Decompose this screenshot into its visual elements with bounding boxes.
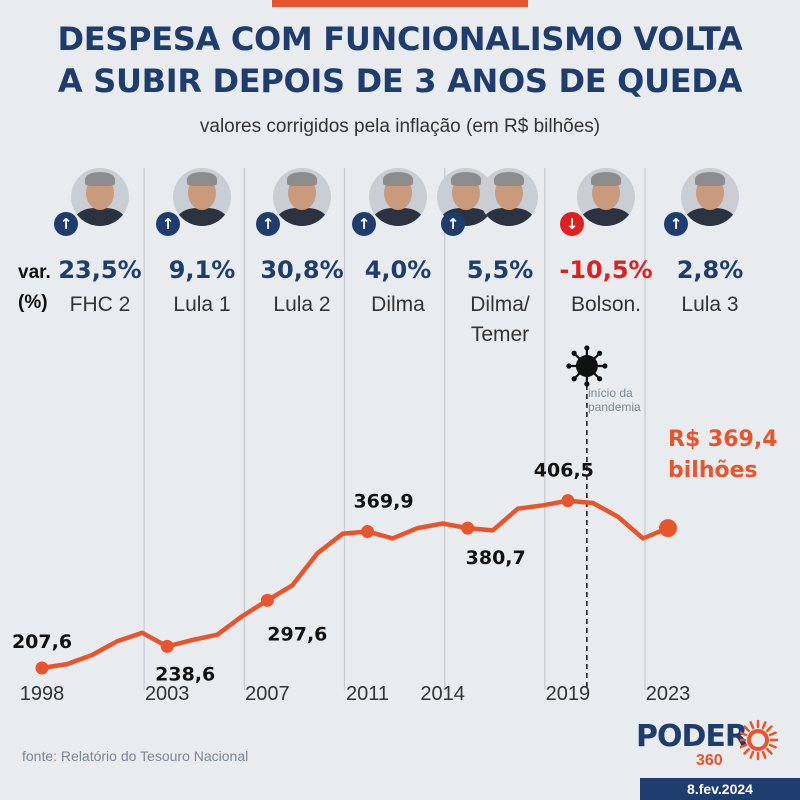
data-label-2003: 238,6 — [155, 663, 215, 685]
sun-logo-icon — [740, 719, 779, 761]
data-label-2019: 406,5 — [534, 460, 594, 482]
x-tick-2014: 2014 — [420, 683, 465, 705]
mandate-label: FHC 2 — [45, 290, 155, 320]
avatar-group: ↑ — [655, 168, 765, 236]
x-tick-2007: 2007 — [245, 683, 290, 705]
data-label-2011: 369,9 — [353, 491, 413, 513]
data-point-2019 — [561, 494, 575, 508]
x-axis-ticks: 1998 2003 2007 2011 2014 2019 2023 — [20, 683, 691, 705]
data-label-2015: 380,7 — [466, 547, 526, 569]
variation-percent: 4,0% — [364, 256, 432, 284]
arrow-up-icon: ↑ — [156, 212, 180, 236]
mandate-label: Lula 2 — [247, 290, 357, 320]
pandemic-note: início da pandemia — [588, 386, 641, 414]
mandate-column-6: ↓ -10,5% Bolson. — [551, 168, 661, 316]
mandate-column-5: ↑ 5,5% Dilma/Temer — [437, 168, 555, 346]
arrow-down-icon: ↓ — [560, 212, 584, 236]
avatar-group: ↓ — [551, 168, 661, 236]
avatar — [577, 168, 635, 226]
mandate-label-line-1: Lula 1 — [173, 293, 231, 316]
data-label-2007: 297,6 — [267, 623, 327, 645]
mandate-label-line-1: Dilma — [371, 293, 425, 316]
arrow-up-icon: ↑ — [664, 212, 688, 236]
source-note: fonte: Relatório do Tesouro Nacional — [22, 748, 249, 764]
mandate-column-4: ↑ 4,0% Dilma — [343, 168, 453, 316]
series-line-despesa — [39, 498, 671, 671]
mandate-divider-lines — [143, 168, 646, 690]
data-point-final — [659, 519, 677, 538]
brand-logo: PODER 360 — [636, 719, 779, 769]
avatar-group: ↑ — [147, 168, 257, 236]
mandate-label: Lula 3 — [655, 290, 765, 320]
mandate-label-line-1: FHC 2 — [69, 293, 131, 316]
data-point-2007 — [260, 593, 274, 607]
brand-name: PODER — [636, 719, 748, 754]
mandate-label: Dilma — [343, 290, 453, 320]
avatar — [173, 168, 231, 226]
variation-percent: -10,5% — [559, 256, 653, 284]
chart-title: DESPESA COM FUNCIONALISMO VOLTA A SUBIR … — [0, 18, 800, 102]
final-value-unit: bilhões — [668, 458, 758, 483]
mandate-label-line-1: Bolson. — [570, 293, 642, 316]
variation-label-unit: (%) — [18, 292, 48, 313]
arrow-up-icon: ↑ — [256, 212, 280, 236]
arrow-up-icon: ↑ — [441, 212, 465, 236]
variation-percent: 2,8% — [676, 256, 744, 284]
data-point-1998 — [35, 661, 49, 675]
data-label-1998: 207,6 — [12, 631, 72, 653]
mandate-column-3: ↑ 30,8% Lula 2 — [247, 168, 357, 316]
virus-icon — [566, 345, 608, 387]
variation-label: var. (%) — [18, 258, 51, 318]
brand-number: 360 — [696, 752, 723, 769]
publication-date: 8.fev.2024 — [640, 778, 800, 800]
mandate-column-7: ↑ 2,8% Lula 3 — [655, 168, 765, 316]
pandemic-marker — [566, 345, 608, 690]
mandate-label: Bolson. — [551, 290, 661, 320]
arrow-up-icon: ↑ — [352, 212, 376, 236]
arrow-up-icon: ↑ — [54, 212, 78, 236]
mandate-column-2: ↑ 9,1% Lula 1 — [147, 168, 257, 316]
chart-subtitle: valores corrigidos pela inflação (em R$ … — [199, 116, 601, 137]
mandate-column-1: ↑ 23,5% FHC 2 — [45, 168, 155, 316]
variation-percent: 30,8% — [260, 256, 344, 284]
data-point-2015 — [461, 521, 475, 535]
avatar-group: ↑ — [45, 168, 155, 236]
avatar — [369, 168, 427, 226]
final-value-amount: R$ 369,4 — [668, 427, 778, 452]
data-points — [35, 494, 677, 675]
top-accent-bar — [272, 0, 528, 7]
x-tick-1998: 1998 — [20, 683, 65, 705]
variation-percent: 9,1% — [168, 256, 236, 284]
mandate-label-line-1: Lula 2 — [273, 293, 331, 316]
data-labels: 207,6 238,6 297,6 369,9 380,7 406,5 — [12, 460, 594, 686]
final-value-callout: R$ 369,4 bilhões — [668, 424, 778, 486]
variation-label-text: var. — [18, 262, 51, 283]
variation-percent: 23,5% — [58, 256, 142, 284]
avatar — [681, 168, 739, 226]
avatar — [273, 168, 331, 226]
avatar-group: ↑ — [247, 168, 357, 236]
avatar — [71, 168, 129, 226]
mandate-label-line-1: Dilma/ — [470, 293, 530, 316]
title-line-2: A SUBIR DEPOIS DE 3 ANOS DE QUEDA — [57, 62, 743, 100]
mandate-label-line-1: Lula 3 — [681, 293, 739, 316]
pandemic-note-line-2: pandemia — [588, 400, 641, 414]
avatar-group: ↑ — [343, 168, 453, 236]
pandemic-note-line-1: início da — [588, 386, 633, 400]
title-line-1: DESPESA COM FUNCIONALISMO VOLTA — [57, 20, 743, 58]
x-tick-2003: 2003 — [145, 683, 190, 705]
mandate-label: Dilma/Temer — [445, 290, 555, 350]
data-point-2011 — [361, 525, 375, 539]
x-tick-2011: 2011 — [346, 683, 389, 705]
x-tick-2019: 2019 — [546, 683, 591, 705]
mandate-label: Lula 1 — [147, 290, 257, 320]
x-tick-2023: 2023 — [646, 683, 691, 705]
data-point-2003 — [160, 639, 174, 653]
avatar-group: ↑ — [437, 168, 555, 236]
variation-percent: 5,5% — [466, 256, 534, 284]
avatar — [480, 168, 538, 226]
mandate-label-line-2: Temer — [470, 323, 530, 346]
